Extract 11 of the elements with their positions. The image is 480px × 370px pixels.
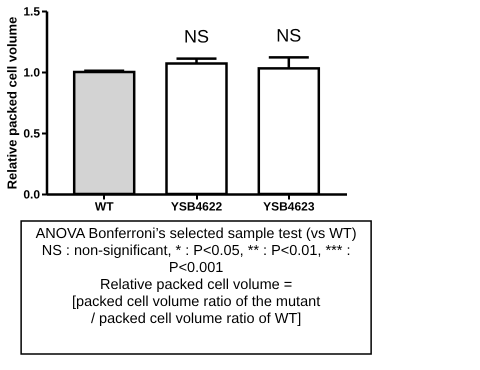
y-tick-label: 0.0: [23, 188, 40, 202]
y-tick-label: 1.0: [23, 66, 40, 80]
x-tick-label: YSB4623: [263, 200, 315, 214]
y-tick-label: 1.5: [23, 4, 40, 18]
text: ANOVA Bonferroni’s selected sample test (vs WT) NS : non-significant, * : P<0.05, ** : P<0.01, *** : P<0.001 Relative packed cell volume = [packed cell volume ratio of the mutant / packed cell volume ratio of WT]: [36, 226, 357, 327]
y-tick-label: 0.5: [23, 126, 40, 140]
annotation: NS: [276, 25, 302, 46]
annotation: NS: [184, 26, 210, 47]
x-tick-label: WT: [94, 200, 114, 214]
y-axis-title: Relative packed cell volume: [4, 16, 20, 190]
x-tick-label: YSB4622: [170, 200, 223, 214]
